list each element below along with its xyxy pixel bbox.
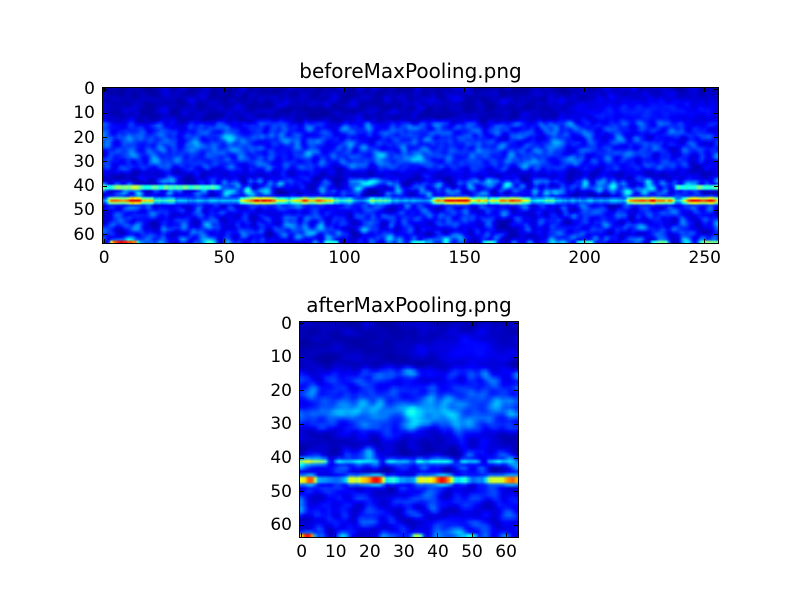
y-tick-label: 40 xyxy=(270,448,292,469)
y-tick-label: 50 xyxy=(73,200,95,221)
y-tick-mark xyxy=(300,524,304,526)
y-tick-mark xyxy=(714,185,718,187)
x-tick-label: 200 xyxy=(568,248,601,268)
x-tick-mark xyxy=(584,239,586,243)
y-tick-mark xyxy=(103,234,107,236)
x-tick-mark xyxy=(437,322,439,326)
x-tick-mark xyxy=(704,88,706,92)
x-tick-mark xyxy=(335,322,337,326)
x-tick-mark xyxy=(471,322,473,326)
y-tick-mark xyxy=(514,323,518,325)
y-tick-mark xyxy=(103,112,107,114)
x-tick-mark xyxy=(505,322,507,326)
y-tick-label: 10 xyxy=(73,103,95,124)
y-tick-mark xyxy=(103,185,107,187)
x-tick-mark xyxy=(369,533,371,537)
x-tick-mark xyxy=(343,239,345,243)
y-tick-mark xyxy=(714,112,718,114)
x-tick-mark xyxy=(403,322,405,326)
plot-title-before: beforeMaxPooling.png xyxy=(299,59,522,83)
y-tick-label: 0 xyxy=(84,79,95,100)
plot-title-after: afterMaxPooling.png xyxy=(306,293,512,317)
y-tick-mark xyxy=(514,524,518,526)
y-tick-mark xyxy=(714,137,718,139)
y-tick-label: 30 xyxy=(270,414,292,435)
heatmap-before-maxpooling xyxy=(103,88,718,243)
y-tick-label: 20 xyxy=(270,380,292,401)
y-tick-mark xyxy=(514,423,518,425)
x-tick-mark xyxy=(704,239,706,243)
x-tick-mark xyxy=(471,533,473,537)
x-tick-mark xyxy=(505,533,507,537)
x-tick-mark xyxy=(223,88,225,92)
y-tick-mark xyxy=(300,390,304,392)
x-tick-mark xyxy=(584,88,586,92)
y-tick-mark xyxy=(300,423,304,425)
y-tick-mark xyxy=(514,491,518,493)
y-tick-label: 0 xyxy=(281,313,292,334)
axes-before-maxpooling: beforeMaxPooling.png 0 50 100 150 200 250 0 10 2… xyxy=(73,59,721,268)
x-tick-label: 20 xyxy=(359,542,381,562)
y-tick-mark xyxy=(300,457,304,459)
x-tick-mark xyxy=(464,88,466,92)
y-tick-label: 40 xyxy=(73,176,95,197)
y-tick-mark xyxy=(300,356,304,358)
x-tick-label: 60 xyxy=(495,542,517,562)
x-tick-mark xyxy=(223,239,225,243)
y-tick-mark xyxy=(714,209,718,211)
axes-after-maxpooling: afterMaxPooling.png 0 10 20 30 40 50 60 0 10 20 30… xyxy=(270,293,519,562)
y-tick-label: 60 xyxy=(270,515,292,536)
x-tick-label: 50 xyxy=(213,248,236,268)
x-tick-label: 100 xyxy=(328,248,361,268)
y-tick-mark xyxy=(514,457,518,459)
x-tick-label: 0 xyxy=(98,248,110,268)
y-tick-label: 20 xyxy=(73,127,95,148)
x-tick-mark xyxy=(103,239,105,243)
x-tick-label: 150 xyxy=(448,248,481,268)
x-tick-mark xyxy=(335,533,337,537)
y-tick-mark xyxy=(514,390,518,392)
x-tick-mark xyxy=(464,239,466,243)
x-tick-label: 40 xyxy=(427,542,449,562)
x-tick-label: 10 xyxy=(324,542,347,562)
y-tick-mark xyxy=(103,209,107,211)
y-tick-mark xyxy=(103,137,107,139)
y-tick-label: 60 xyxy=(73,224,95,245)
y-tick-mark xyxy=(514,356,518,358)
y-tick-mark xyxy=(103,88,107,90)
y-tick-mark xyxy=(300,491,304,493)
x-tick-label: 50 xyxy=(461,542,483,562)
y-tick-label: 30 xyxy=(73,151,95,172)
x-tick-mark xyxy=(403,533,405,537)
y-tick-mark xyxy=(103,161,107,163)
x-tick-label: 0 xyxy=(296,542,308,562)
y-tick-mark xyxy=(714,161,718,163)
x-tick-mark xyxy=(343,88,345,92)
y-tick-mark xyxy=(714,88,718,90)
x-tick-mark xyxy=(437,533,439,537)
x-tick-label: 250 xyxy=(688,248,721,268)
x-tick-label: 30 xyxy=(393,542,415,562)
x-tick-mark xyxy=(103,88,105,92)
y-tick-label: 10 xyxy=(270,347,292,368)
x-tick-mark xyxy=(301,533,303,537)
y-tick-mark xyxy=(300,323,304,325)
x-tick-mark xyxy=(369,322,371,326)
heatmap-after-maxpooling xyxy=(300,322,518,537)
y-tick-label: 50 xyxy=(270,481,292,502)
y-tick-mark xyxy=(714,234,718,236)
